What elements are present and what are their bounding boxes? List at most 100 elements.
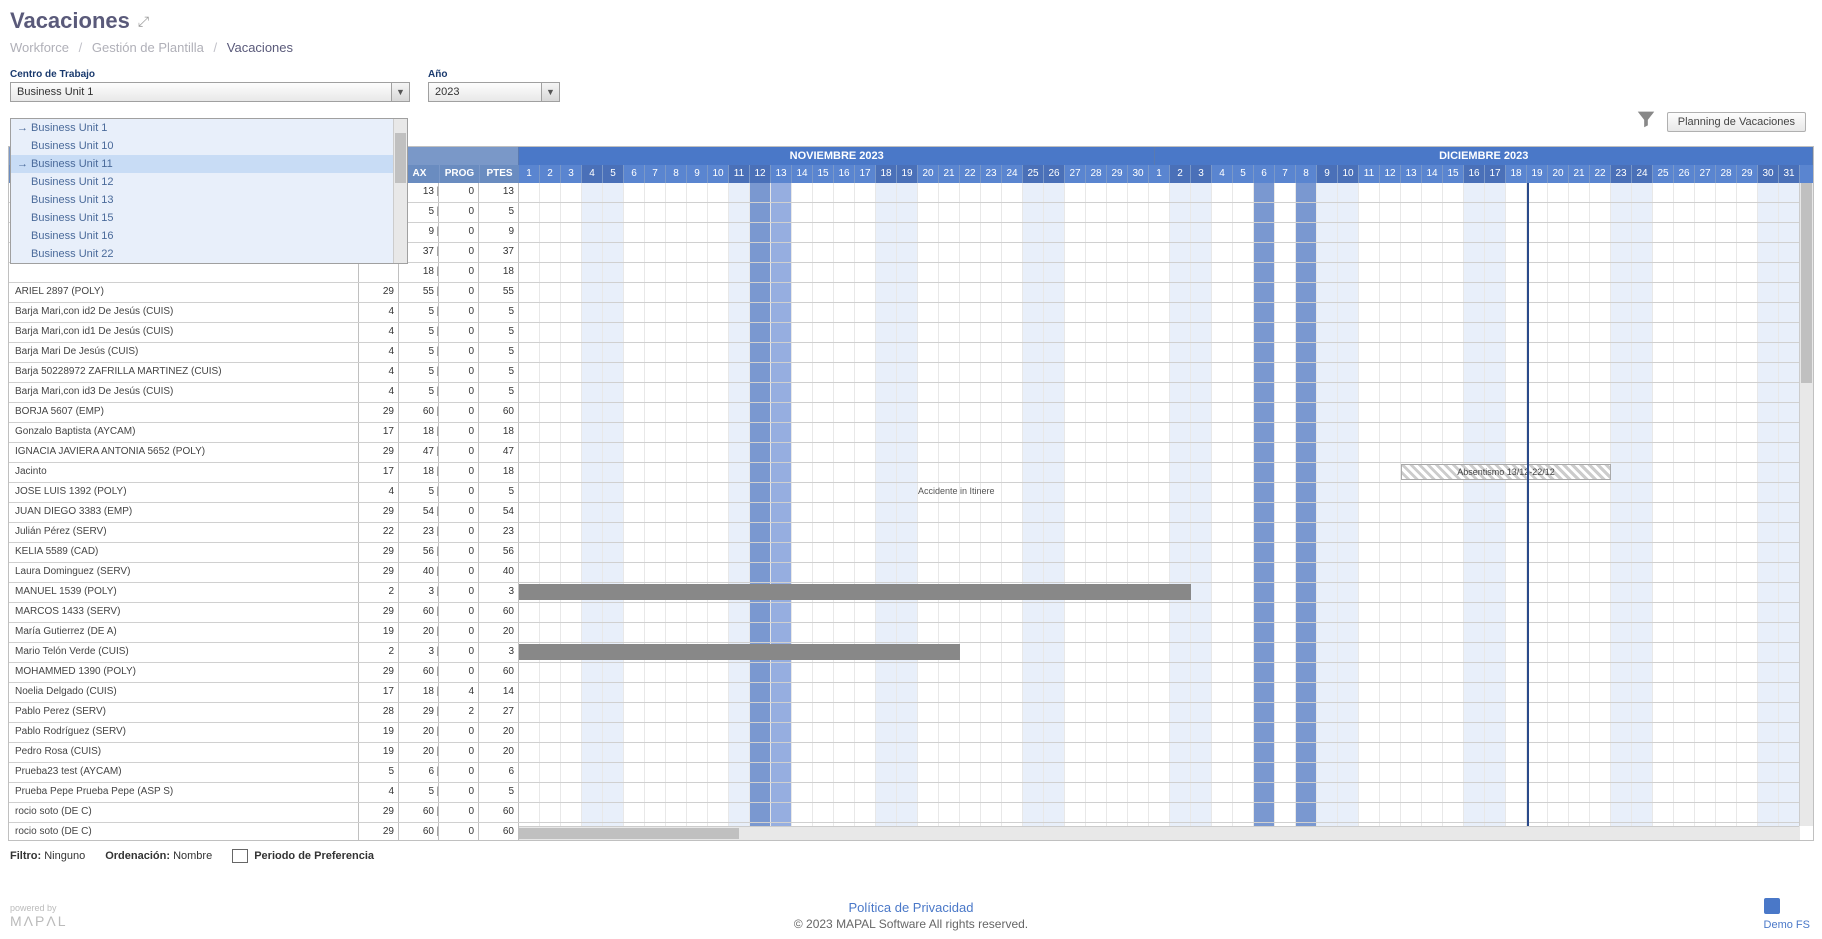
day-cell[interactable] [1044,543,1065,562]
day-cell[interactable] [1275,423,1296,442]
day-cell[interactable] [519,543,540,562]
day-cell[interactable] [1359,203,1380,222]
day-cell[interactable] [834,783,855,802]
day-cell[interactable] [1527,223,1548,242]
day-cell[interactable] [1779,323,1800,342]
day-cell[interactable] [729,783,750,802]
day-cell[interactable] [750,703,771,722]
day-cell[interactable] [1128,803,1149,822]
day-cell[interactable] [1422,263,1443,282]
day-cell[interactable] [792,623,813,642]
day-cell[interactable] [1149,763,1170,782]
day-cell[interactable] [1023,263,1044,282]
day-cell[interactable] [1611,683,1632,702]
day-cell[interactable] [1212,263,1233,282]
day-cell[interactable] [855,543,876,562]
day-cell[interactable] [1359,343,1380,362]
day-cell[interactable] [918,423,939,442]
day-cell[interactable] [1023,663,1044,682]
day-cell[interactable] [540,763,561,782]
day-cell[interactable] [750,603,771,622]
day-cell[interactable] [1023,563,1044,582]
day-cell[interactable] [1611,583,1632,602]
day-cell[interactable] [1401,423,1422,442]
day-cell[interactable] [1338,803,1359,822]
day-cell[interactable] [1023,323,1044,342]
day-cell[interactable] [1527,703,1548,722]
day-cell[interactable] [1191,203,1212,222]
day-cell[interactable] [834,723,855,742]
day-cell[interactable] [519,783,540,802]
day-cell[interactable] [834,483,855,502]
day-cell[interactable] [1191,423,1212,442]
day-cell[interactable] [645,263,666,282]
day-cell[interactable] [1359,623,1380,642]
day-cell[interactable] [897,403,918,422]
day-cell[interactable] [771,683,792,702]
day-cell[interactable] [1233,803,1254,822]
day-cell[interactable] [1632,703,1653,722]
day-cell[interactable] [1422,663,1443,682]
day-cell[interactable] [1317,623,1338,642]
day-cell[interactable] [1611,763,1632,782]
day-cell[interactable] [1737,503,1758,522]
day-cell[interactable] [1212,203,1233,222]
day-cell[interactable] [792,783,813,802]
day-cell[interactable] [981,763,1002,782]
day-cell[interactable] [1422,223,1443,242]
day-cell[interactable] [1527,263,1548,282]
day-cell[interactable] [750,243,771,262]
dropdown-item[interactable]: Business Unit 1 [11,119,407,137]
day-cell[interactable] [1527,423,1548,442]
day-cell[interactable] [1275,703,1296,722]
day-cell[interactable] [1233,683,1254,702]
day-cell[interactable] [666,543,687,562]
day-cell[interactable] [540,363,561,382]
day-cell[interactable] [750,423,771,442]
day-cell[interactable] [1716,723,1737,742]
day-cell[interactable] [1317,563,1338,582]
day-cell[interactable] [750,503,771,522]
day-cell[interactable] [1359,423,1380,442]
day-cell[interactable] [1653,383,1674,402]
day-cell[interactable] [1233,203,1254,222]
day-cell[interactable] [834,743,855,762]
day-cell[interactable] [1695,803,1716,822]
day-cell[interactable] [582,423,603,442]
day-cell[interactable] [1212,683,1233,702]
day-cell[interactable] [1086,223,1107,242]
day-cell[interactable] [1086,203,1107,222]
day-cell[interactable] [1107,603,1128,622]
day-cell[interactable] [1632,683,1653,702]
day-cell[interactable] [792,563,813,582]
day-cell[interactable] [687,263,708,282]
day-cell[interactable] [519,423,540,442]
day-cell[interactable] [687,783,708,802]
day-cell[interactable] [792,803,813,822]
day-cell[interactable] [1296,203,1317,222]
day-cell[interactable] [1779,203,1800,222]
day-cell[interactable] [1317,723,1338,742]
day-cell[interactable] [813,503,834,522]
day-cell[interactable] [1506,203,1527,222]
day-cell[interactable] [1107,723,1128,742]
day-cell[interactable] [1128,443,1149,462]
day-cell[interactable] [1506,783,1527,802]
day-cell[interactable] [1086,643,1107,662]
day-cell[interactable] [708,203,729,222]
day-cell[interactable] [1590,703,1611,722]
day-cell[interactable] [876,523,897,542]
day-cell[interactable] [687,663,708,682]
day-cell[interactable] [645,403,666,422]
day-cell[interactable] [1758,503,1779,522]
day-cell[interactable] [1401,223,1422,242]
day-cell[interactable] [1086,503,1107,522]
day-cell[interactable] [1569,563,1590,582]
day-cell[interactable] [1212,763,1233,782]
day-cell[interactable] [603,503,624,522]
day-cell[interactable] [1170,703,1191,722]
day-cell[interactable] [939,403,960,422]
day-cell[interactable] [876,803,897,822]
day-cell[interactable] [1779,223,1800,242]
day-cell[interactable] [1086,323,1107,342]
